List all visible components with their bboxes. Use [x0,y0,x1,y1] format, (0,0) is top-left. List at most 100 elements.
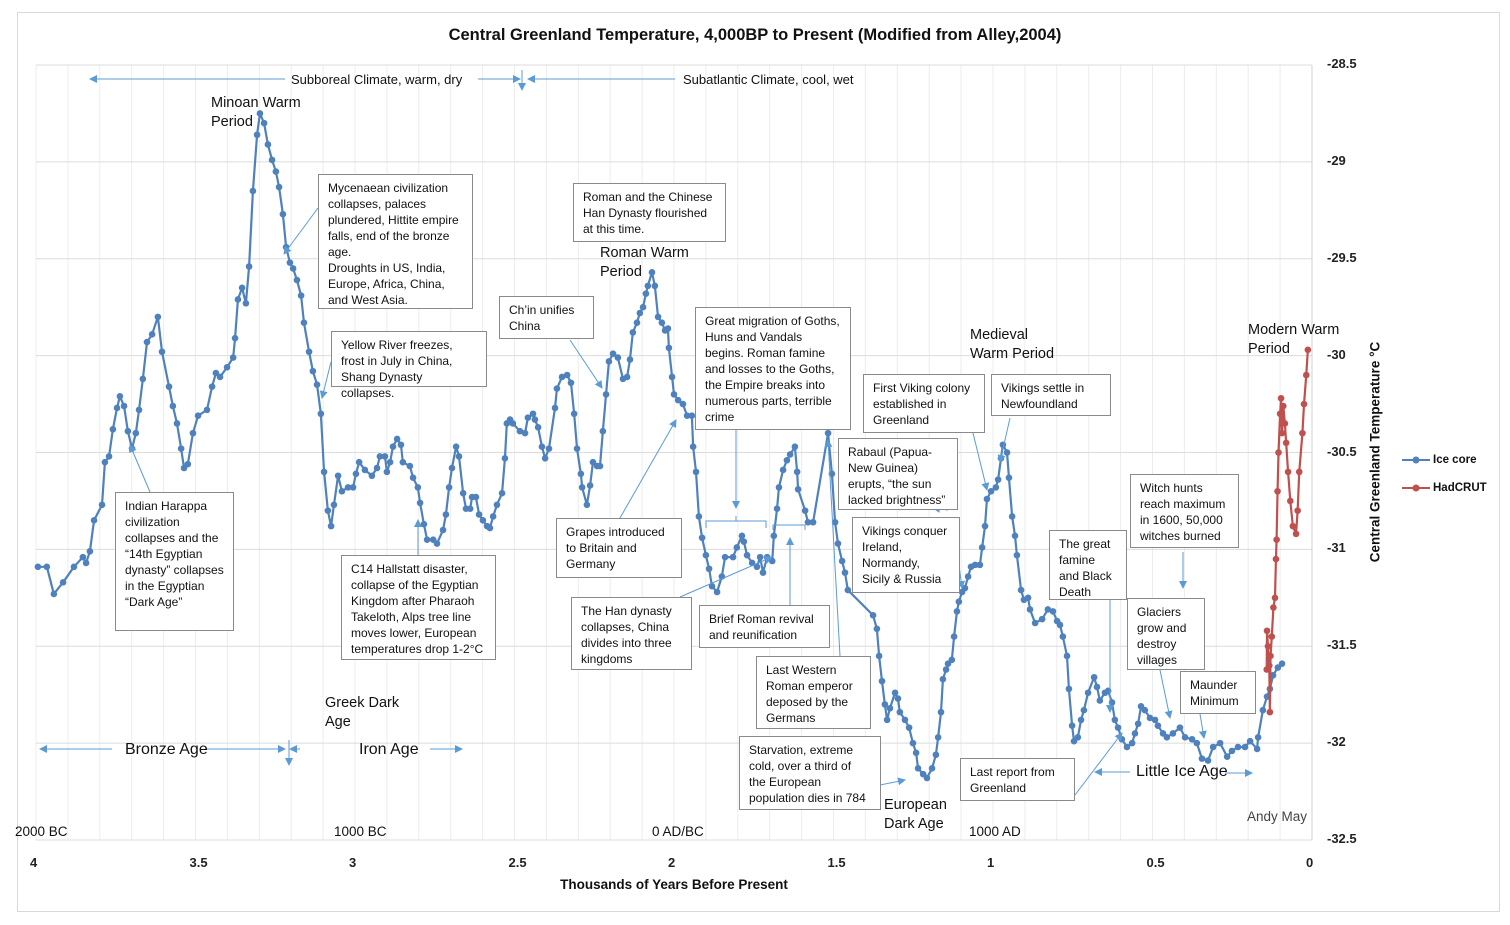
data-point-ice-core [824,429,832,437]
data-point-ice-core [651,282,659,290]
data-point-ice-core [609,350,617,357]
data-point-ice-core [912,749,920,757]
data-point-ice-core [70,563,78,571]
data-point-ice-core [327,522,335,530]
data-point-ice-core [361,466,369,474]
data-point-ice-core [293,276,301,284]
data-point-ice-core [602,391,610,398]
data-point-hadcrut [1263,627,1271,635]
data-point-ice-core [386,458,394,466]
annotation-arrow [972,432,990,491]
data-point-ice-core [994,476,1002,483]
data-point-ice-core [282,243,290,251]
data-point-ice-core [674,396,682,404]
data-point-ice-core [455,453,463,460]
data-point-ice-core [158,348,166,356]
data-point-ice-core [169,402,177,410]
data-point-ice-core [894,695,902,702]
data-point-ice-core [439,526,447,534]
data-point-ice-core [498,489,506,497]
annotation-roman-han: Roman and the Chinese Han Dynasty flouri… [573,183,726,242]
data-point-ice-core [300,319,308,326]
data-point-ice-core [721,553,729,561]
data-point-ice-core [773,505,781,512]
data-point-ice-core [272,168,280,175]
period-label-european-dark: European Dark Age [884,797,947,832]
data-point-ice-core [578,484,586,491]
data-point-ice-core [393,435,401,443]
data-point-ice-core [964,573,972,580]
annotation-arrow [824,439,841,657]
data-point-hadcrut [1294,507,1301,514]
annotation-arrow [129,444,151,493]
data-point-ice-core [950,633,958,640]
data-point-hadcrut [1272,555,1280,563]
data-point-ice-core [1017,586,1025,594]
data-point-ice-core [978,544,986,551]
period-label-roman: Roman Warm Period [600,245,689,280]
data-point-ice-core [654,313,662,321]
data-point-ice-core [1274,664,1282,671]
data-point-ice-core [120,402,128,410]
data-point-ice-core [901,716,909,724]
data-point-ice-core [289,265,297,272]
data-point-ice-core [558,373,566,381]
data-point-ice-core [545,445,553,452]
data-point-ice-core [1093,683,1101,691]
data-point-ice-core [1080,706,1088,714]
data-point-ice-core [955,598,963,605]
data-point-ice-core [245,263,253,270]
data-point-ice-core [173,420,181,427]
data-point-hadcrut [1273,536,1280,543]
data-point-ice-core [253,131,261,139]
data-point-ice-core [583,501,591,509]
x-axis-title: Thousands of Years Before Present [560,877,788,892]
data-point-hadcrut [1289,522,1297,530]
data-point-ice-core [688,412,696,419]
chart-frame [17,12,1500,912]
annotation-maunder: Maunder Minimum [1180,671,1256,714]
legend-label: Ice core [1433,454,1477,466]
data-point-ice-core [234,296,242,303]
data-point-ice-core [670,391,678,398]
annotation-witch-hunts: Witch hunts reach maximum in 1600, 50,00… [1130,474,1239,548]
data-point-ice-core [1111,716,1119,724]
data-point-ice-core [1163,734,1171,741]
data-point-ice-core [420,520,428,528]
data-point-ice-core [309,367,317,375]
data-point-ice-core [729,553,737,561]
annotation-arrow [569,339,603,389]
data-point-ice-core [896,708,904,716]
data-point-ice-core [538,443,546,450]
data-point-ice-core [841,569,849,576]
data-point-ice-core [909,739,917,747]
data-point-hadcrut [1266,708,1274,716]
annotation-arrow [679,556,773,598]
data-point-ice-core [1169,730,1177,737]
data-point-ice-core [279,210,287,218]
data-point-ice-core [1077,716,1085,724]
data-point-ice-core [1123,743,1131,751]
annotation-han-collapse: The Han dynasty collapses, China divides… [571,597,692,670]
data-point-ice-core [665,344,673,352]
data-point-ice-core [223,363,231,371]
data-point-ice-core [154,313,162,321]
data-point-ice-core [644,282,652,290]
data-point-ice-core [883,716,891,724]
data-point-ice-core [330,501,338,509]
data-point-ice-core [708,582,716,590]
data-point-ice-core [177,445,185,452]
data-point-ice-core [928,765,936,772]
y-tick-label: -30 [1327,346,1346,362]
data-point-ice-core [1013,551,1021,559]
data-point-ice-core [1254,734,1262,741]
data-point-ice-core [324,507,332,514]
data-point-ice-core [668,373,676,381]
data-point-ice-core [804,518,812,526]
data-point-ice-core [486,524,494,532]
y-tick-label: -31.5 [1327,637,1357,653]
data-point-ice-core [509,420,517,427]
data-point-ice-core [976,561,984,569]
data-point-ice-core [194,412,202,419]
data-point-ice-core [479,517,487,524]
